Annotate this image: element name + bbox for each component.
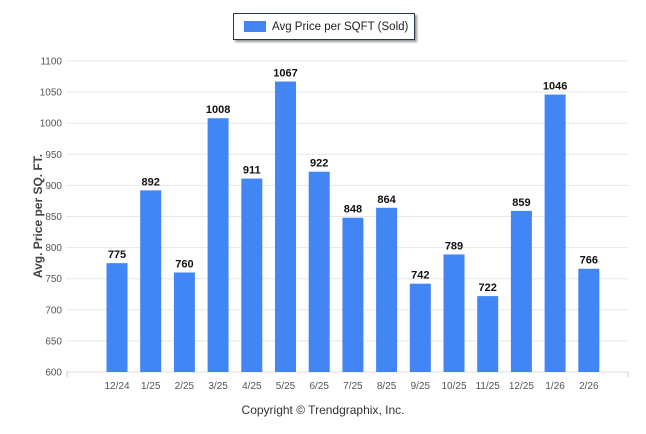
x-tick-label: 2/26 xyxy=(579,381,599,392)
data-label: 864 xyxy=(377,194,396,206)
data-label: 1046 xyxy=(543,81,567,93)
x-tick-label: 4/25 xyxy=(242,381,262,392)
data-label: 922 xyxy=(310,158,328,170)
x-tick-label: 8/25 xyxy=(377,381,397,392)
x-tick-label: 5/25 xyxy=(276,381,296,392)
y-tick-label: 1000 xyxy=(40,119,63,130)
data-label: 760 xyxy=(175,258,193,270)
y-tick-label: 700 xyxy=(45,305,62,316)
data-label: 859 xyxy=(512,197,530,209)
data-label: 775 xyxy=(108,249,126,261)
data-label: 848 xyxy=(344,204,362,216)
x-tick-label: 12/25 xyxy=(509,381,534,392)
data-label: 789 xyxy=(445,240,463,252)
y-tick-label: 800 xyxy=(45,243,62,254)
bar xyxy=(409,283,431,372)
bar xyxy=(241,178,263,372)
x-tick-label: 11/25 xyxy=(476,381,501,392)
data-label: 722 xyxy=(479,282,497,294)
y-tick-label: 1050 xyxy=(40,88,63,99)
legend-swatch xyxy=(244,21,266,32)
y-tick-label: 850 xyxy=(45,212,62,223)
bar xyxy=(207,118,229,372)
y-tick-label: 750 xyxy=(45,274,62,285)
bar xyxy=(342,217,364,372)
bar xyxy=(173,272,195,372)
copyright: Copyright © Trendgraphix, Inc. xyxy=(241,403,405,417)
bar xyxy=(477,296,499,372)
bar xyxy=(275,81,296,372)
bar xyxy=(578,268,600,372)
x-tick-label: 1/26 xyxy=(545,381,565,392)
data-label: 911 xyxy=(243,165,261,177)
y-tick-label: 650 xyxy=(45,336,62,347)
y-tick-label: 900 xyxy=(45,181,62,192)
bar xyxy=(443,254,465,372)
bar xyxy=(106,263,128,372)
x-tick-label: 10/25 xyxy=(441,381,466,392)
y-tick-label: 600 xyxy=(45,368,62,379)
x-tick-label: 12/24 xyxy=(104,381,129,392)
legend: Avg Price per SQFT (Sold) xyxy=(233,13,415,40)
bar xyxy=(308,171,330,372)
x-tick-label: 6/25 xyxy=(309,381,329,392)
data-label: 742 xyxy=(411,270,429,282)
x-tick-label: 1/25 xyxy=(141,381,161,392)
x-tick-label: 2/25 xyxy=(175,381,195,392)
x-tick-label: 7/25 xyxy=(343,381,363,392)
data-label: 766 xyxy=(580,255,598,267)
bar xyxy=(376,207,398,372)
y-tick-label: 950 xyxy=(45,150,62,161)
bar xyxy=(510,210,532,372)
y-axis-label: Avg. Price per SQ. FT. xyxy=(31,153,45,279)
x-tick-label: 9/25 xyxy=(411,381,431,392)
data-label: 892 xyxy=(142,176,160,188)
x-tick-label: 3/25 xyxy=(208,381,228,392)
legend-label: Avg Price per SQFT (Sold) xyxy=(272,20,409,33)
y-tick-label: 1100 xyxy=(40,57,62,68)
data-label: 1067 xyxy=(273,68,297,80)
bar xyxy=(140,190,162,372)
bar xyxy=(544,94,566,372)
data-label: 1008 xyxy=(206,104,230,116)
